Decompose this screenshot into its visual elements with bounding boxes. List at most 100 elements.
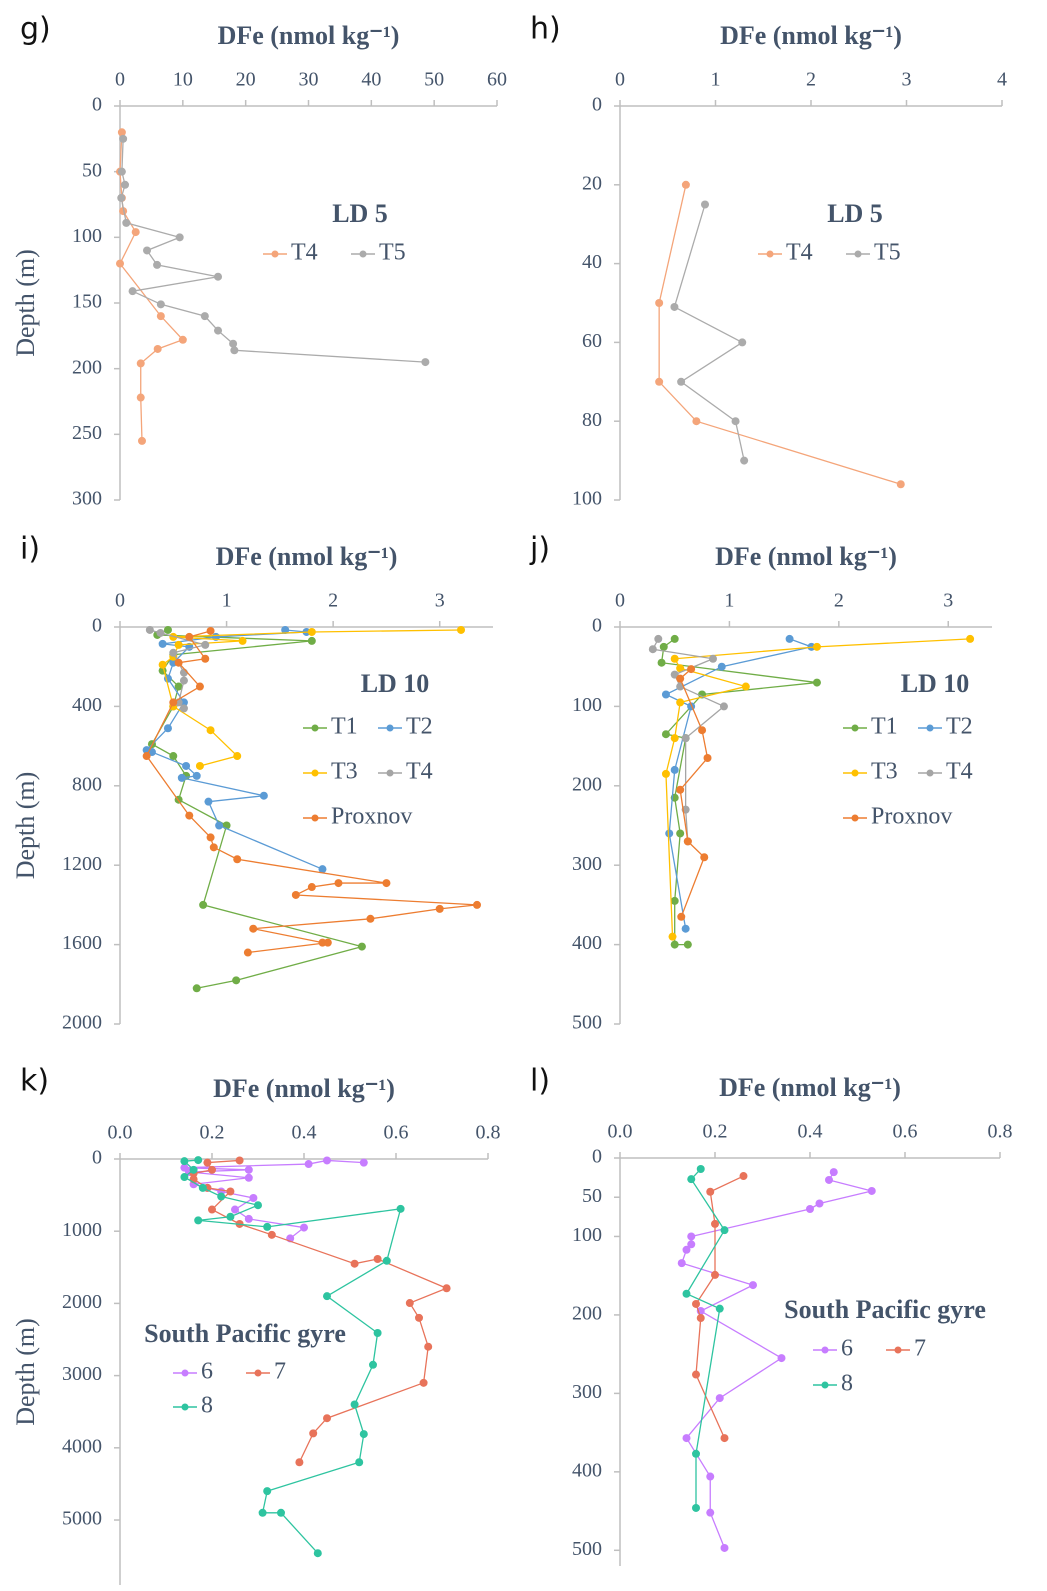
data-point (192, 984, 201, 993)
data-point (815, 1199, 824, 1208)
data-point (208, 1205, 216, 1214)
x-tick-label: 30 (299, 69, 319, 91)
data-point (231, 1205, 239, 1214)
data-point (208, 1165, 216, 1174)
data-point (405, 1299, 414, 1308)
y-tick-label: 2000 (62, 1291, 102, 1313)
legend-title: South Pacific gyre (144, 1319, 346, 1348)
data-point (825, 1175, 833, 1184)
data-point (182, 761, 191, 770)
x-tick-label: 60 (487, 69, 507, 91)
data-point (696, 1314, 705, 1323)
data-point (117, 167, 126, 176)
legend-marker (851, 769, 859, 777)
data-point (785, 634, 794, 643)
data-point (291, 890, 300, 899)
data-point (359, 1430, 368, 1439)
series-line (658, 184, 901, 485)
x-tick-label: 20 (236, 69, 256, 91)
legend-label: T4 (946, 759, 973, 785)
data-point (323, 938, 332, 947)
data-point (676, 829, 685, 838)
data-point (318, 865, 327, 874)
data-point (178, 335, 187, 344)
data-point (703, 754, 712, 763)
y-tick-label: 300 (572, 1381, 602, 1403)
legend-title: LD 5 (332, 199, 388, 228)
data-point (677, 912, 686, 921)
data-point (435, 904, 444, 913)
data-point (720, 1226, 729, 1235)
chart-title: DFe (nmol kg⁻¹) (719, 1073, 901, 1102)
data-point (655, 377, 664, 386)
series-line (685, 1168, 726, 1508)
x-tick-label: 0 (115, 69, 125, 91)
data-point (206, 626, 215, 635)
y-axis-title: Depth (m) (11, 772, 40, 880)
data-point (424, 1342, 433, 1351)
y-tick-label: 1200 (62, 853, 102, 875)
data-point (206, 726, 215, 735)
data-point (309, 1429, 318, 1438)
x-tick-label: 0.6 (893, 1121, 918, 1143)
data-point (174, 682, 183, 691)
data-point (812, 642, 821, 651)
data-point (259, 791, 268, 800)
data-point (304, 1160, 313, 1169)
data-point (720, 1434, 729, 1443)
data-point (896, 480, 905, 489)
y-tick-label: 0 (92, 94, 102, 116)
legend-marker (181, 1403, 189, 1411)
data-point (174, 658, 183, 667)
data-point (163, 625, 172, 634)
data-point (670, 734, 679, 743)
data-point (692, 417, 701, 426)
data-point (206, 833, 215, 842)
data-point (700, 200, 709, 209)
data-point (706, 1187, 715, 1196)
data-point (696, 1164, 705, 1173)
chart-title: DFe (nmol kg⁻¹) (720, 21, 902, 50)
y-tick-label: 1600 (62, 932, 102, 954)
data-point (741, 682, 750, 691)
data-point (307, 883, 316, 892)
data-point (281, 625, 290, 634)
data-point (670, 302, 679, 311)
x-tick-label: 10 (173, 69, 193, 91)
data-point (226, 1212, 235, 1221)
data-point (687, 1232, 696, 1241)
legend-label: 8 (841, 1371, 853, 1397)
data-point (473, 900, 482, 909)
panel-label: g) (20, 12, 51, 47)
x-tick-label: 0 (115, 590, 125, 612)
y-tick-label: 100 (572, 694, 602, 716)
data-point (334, 879, 343, 888)
data-point (153, 260, 162, 269)
data-point (156, 628, 165, 637)
data-point (174, 640, 183, 649)
data-point (670, 896, 679, 905)
data-point (233, 752, 242, 761)
data-point (158, 660, 167, 669)
data-point (156, 312, 165, 321)
legend-label: T4 (406, 759, 433, 785)
data-point (204, 797, 213, 806)
data-point (117, 193, 126, 202)
data-point (692, 1449, 700, 1458)
data-point (249, 924, 258, 933)
data-point (709, 654, 717, 663)
y-tick-label: 50 (82, 159, 102, 181)
data-point (676, 674, 685, 683)
data-point (355, 1458, 364, 1467)
data-point (323, 1414, 331, 1423)
data-point (195, 761, 204, 770)
data-point (676, 698, 685, 707)
data-point (195, 682, 204, 691)
y-tick-label: 40 (582, 251, 602, 273)
data-point (682, 1245, 691, 1254)
x-tick-label: 40 (361, 69, 381, 91)
data-point (119, 134, 128, 143)
data-point (244, 1165, 253, 1174)
legend-marker (254, 1369, 262, 1377)
